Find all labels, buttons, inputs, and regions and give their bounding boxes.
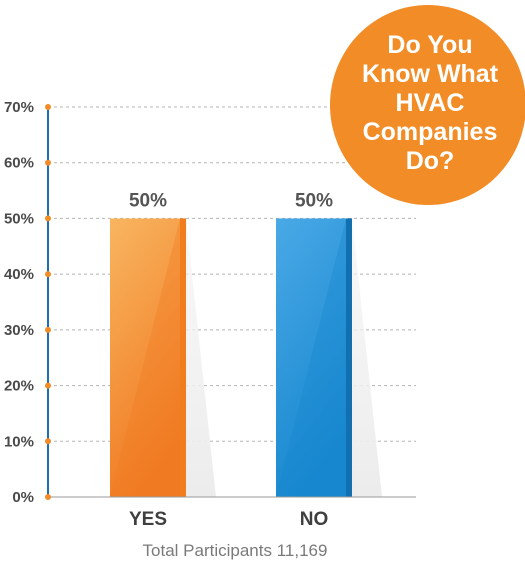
y-tick-dot [45, 159, 51, 166]
bar-shadow [352, 218, 382, 497]
total-participants-note: Total Participants 11,169 [142, 541, 328, 560]
y-tick-label: 10% [4, 433, 34, 450]
badge-line: Know What [361, 59, 499, 88]
bars [110, 218, 352, 497]
y-tick-dot [45, 382, 51, 389]
bar-yes [110, 218, 186, 497]
data-label: 50% [129, 190, 167, 211]
y-tick-label: 30% [4, 322, 34, 339]
bar-sheen [110, 218, 180, 497]
bar-shadows [186, 218, 382, 497]
y-tick-dot [45, 494, 51, 500]
y-tick-label: 50% [4, 210, 34, 227]
y-tick-dot [45, 438, 51, 445]
y-tick-dot [45, 104, 51, 110]
bar-edge [346, 218, 352, 497]
y-tick-dot [45, 215, 51, 222]
category-label: YES [129, 509, 167, 530]
y-tick-label: 40% [4, 266, 34, 283]
bar-shadow [186, 218, 216, 497]
y-axis [45, 104, 416, 500]
bar-sheen [276, 218, 346, 497]
y-tick-label: 0% [12, 489, 34, 506]
y-tick-label: 60% [4, 155, 34, 172]
badge-line: Do? [405, 146, 455, 175]
chart-labels: 0% 10% 20% 30% 40% 50% 60% 70% 50% YES 50% NO [4, 99, 333, 530]
y-tick-dot [45, 326, 51, 333]
badge-text: Do You Know What HVAC Companies Do? [358, 31, 498, 176]
question-badge: Do You Know What HVAC Companies Do? [330, 5, 525, 205]
y-tick-label: 70% [4, 99, 34, 116]
category-label: NO [300, 509, 329, 530]
badge-line: Do You [387, 30, 473, 59]
y-tick-label: 20% [4, 378, 34, 395]
y-tick-dot [45, 271, 51, 278]
data-label: 50% [295, 190, 333, 211]
badge-line: Companies [362, 117, 498, 146]
bar-edge [180, 218, 186, 497]
badge-line: HVAC [395, 88, 465, 117]
bar-no [276, 218, 352, 497]
